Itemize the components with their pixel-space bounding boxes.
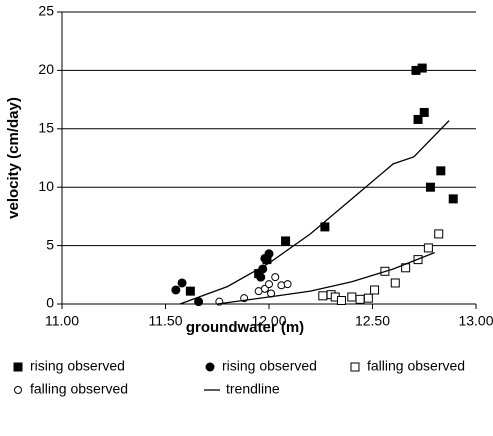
point <box>370 285 380 295</box>
point <box>434 229 444 239</box>
point <box>264 249 274 259</box>
legend-label: falling observed <box>30 381 128 397</box>
point <box>355 294 365 304</box>
y-tick-label: 25 <box>38 3 54 19</box>
point <box>271 273 280 282</box>
point <box>318 291 328 301</box>
legend-label: falling observed <box>367 358 465 374</box>
point <box>281 236 291 246</box>
point <box>436 166 446 176</box>
point <box>417 63 427 73</box>
legend-swatch <box>14 386 22 394</box>
point <box>171 285 181 295</box>
y-tick-label: 15 <box>38 120 54 136</box>
point <box>177 278 187 288</box>
x-axis-title: groundwater (m) <box>186 319 304 336</box>
x-tick-label: 13.00 <box>458 313 493 329</box>
point <box>265 280 273 289</box>
point <box>425 182 435 192</box>
point <box>419 107 429 117</box>
legend-swatch <box>205 362 215 372</box>
y-axis-title: velocity (cm/day) <box>5 97 22 219</box>
x-tick-label: 12.50 <box>355 313 390 329</box>
x-tick-label: 11.00 <box>45 313 79 329</box>
legend-swatch <box>13 362 23 372</box>
y-tick-label: 20 <box>38 61 54 77</box>
legend-swatch <box>350 362 360 372</box>
point <box>390 278 400 288</box>
y-tick-label: 0 <box>46 295 54 311</box>
point <box>185 286 195 296</box>
legend-label: trendline <box>226 381 280 397</box>
x-tick-label: 12.00 <box>251 313 286 329</box>
point <box>256 272 266 282</box>
trendline <box>179 120 450 305</box>
point <box>336 295 346 305</box>
y-tick-label: 10 <box>38 178 54 194</box>
point <box>347 292 357 302</box>
y-tick-label: 5 <box>46 236 54 252</box>
legend-label: rising observed <box>222 358 317 374</box>
point <box>283 280 292 289</box>
point <box>448 194 458 204</box>
point <box>423 243 433 253</box>
point <box>363 293 373 303</box>
point <box>320 222 330 232</box>
legend-label: rising observed <box>30 358 125 374</box>
point <box>413 114 423 124</box>
x-tick-label: 11.50 <box>149 313 183 329</box>
